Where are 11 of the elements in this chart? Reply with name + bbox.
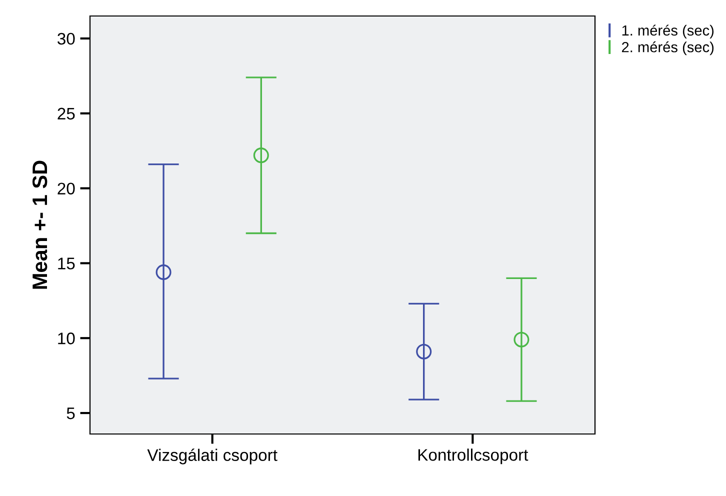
y-tick-label: 30	[58, 32, 75, 45]
y-axis-title: Mean +- 1 SD	[32, 160, 48, 289]
y-tick-label: 25	[58, 108, 75, 120]
legend-label: 1. mérés (sec)	[622, 24, 714, 38]
y-tick-label: 5	[66, 408, 75, 420]
y-tick-label: 15	[58, 258, 75, 270]
legend-label: 2. mérés (sec)	[622, 41, 714, 56]
y-tick-label: 20	[58, 182, 75, 194]
x-tick-label: Kontrollcsoport	[418, 448, 528, 464]
y-tick-label: 10	[58, 332, 75, 344]
x-tick-label: Vizsgálati csoport	[147, 448, 278, 464]
